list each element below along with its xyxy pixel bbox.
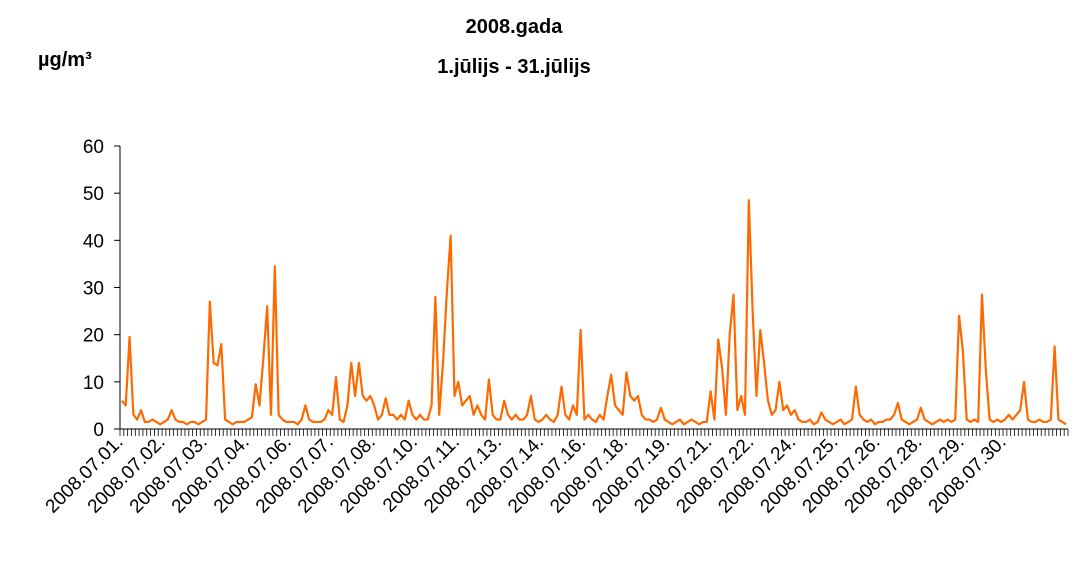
y-tick-label: 10 [83,373,104,394]
y-axis-label: µg/m³ [38,49,92,71]
chart-title: 2008.gada [466,16,564,38]
y-tick-label: 50 [83,184,104,205]
chart-subtitle: 1.jūlijs - 31.jūlijs [437,56,590,78]
y-tick-label: 30 [83,279,104,300]
y-tick-label: 60 [83,137,104,158]
y-tick-label: 20 [83,326,104,347]
data-line [121,199,1067,426]
y-tick-label: 40 [83,231,104,252]
y-tick-label: 0 [93,420,104,441]
